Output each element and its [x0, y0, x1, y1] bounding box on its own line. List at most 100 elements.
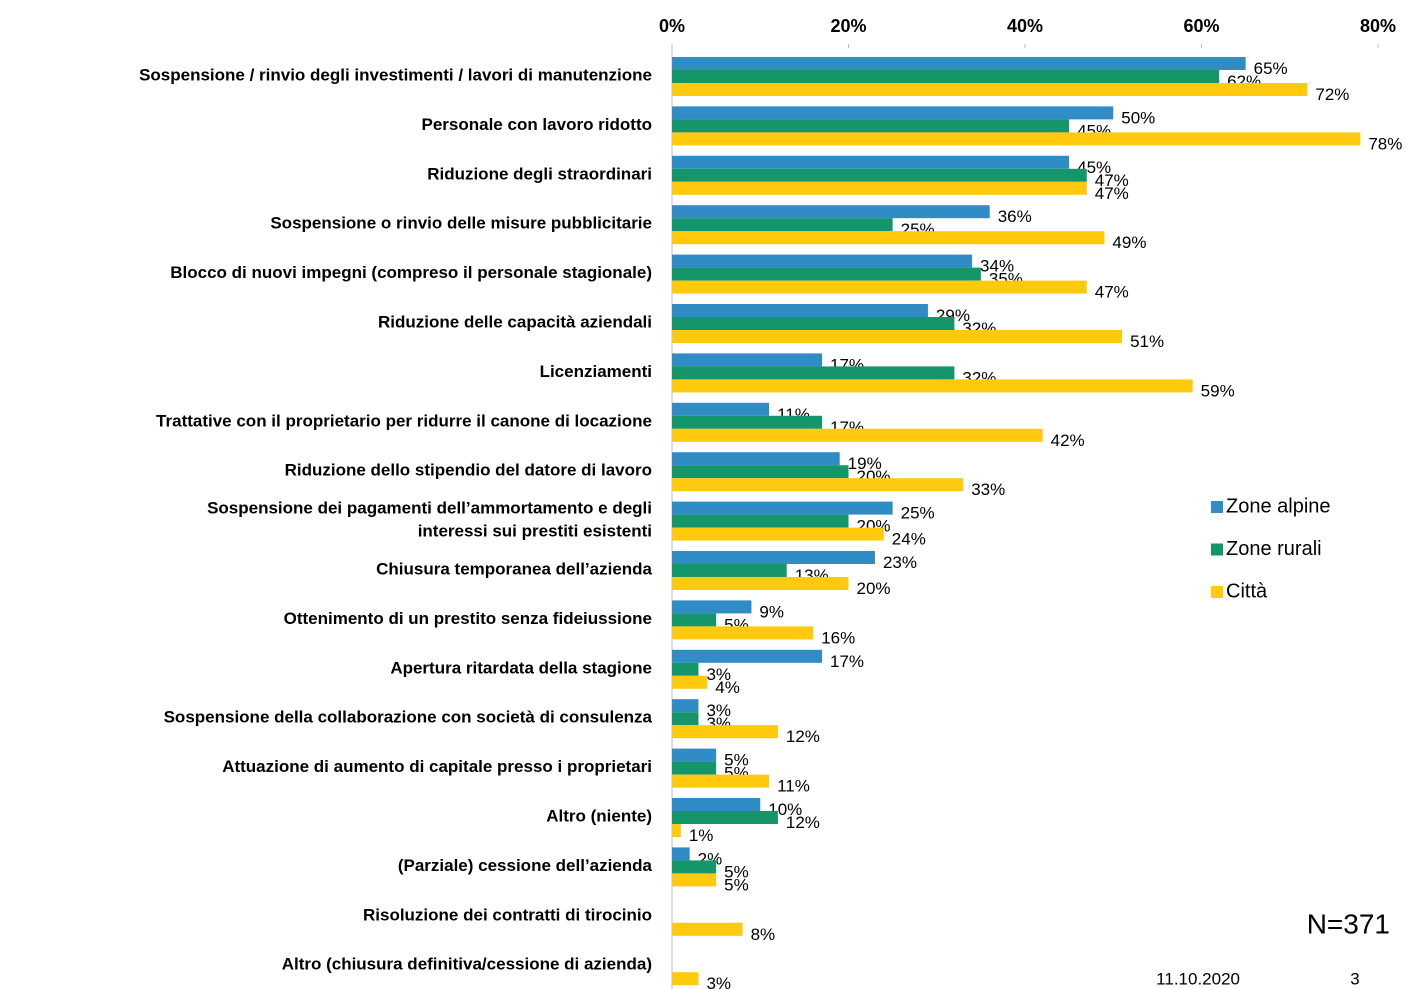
bar — [672, 132, 1361, 146]
bar — [672, 106, 1114, 120]
value-label: 8% — [751, 925, 776, 944]
bar — [672, 774, 770, 788]
value-label: 23% — [883, 553, 917, 572]
legend-swatch — [1211, 586, 1223, 598]
x-tick-label: 40% — [1007, 16, 1043, 36]
category-label: Apertura ritardata della stagione — [390, 659, 652, 678]
value-label: 25% — [901, 504, 935, 523]
date: 11.10.2020 — [1156, 969, 1240, 988]
bar — [672, 699, 699, 713]
category-label: Riduzione dello stipendio del datore di … — [285, 461, 652, 480]
value-label: 47% — [1095, 283, 1129, 302]
value-label: 4% — [715, 678, 740, 697]
value-label: 72% — [1315, 85, 1349, 104]
x-tick-label: 20% — [830, 16, 866, 36]
bar — [672, 712, 699, 726]
bar — [672, 330, 1123, 343]
bar — [672, 181, 1087, 195]
category-label: Riduzione delle capacità aziendali — [378, 313, 652, 332]
category-label: Sospensione dei pagamenti dell’ammortame… — [207, 499, 652, 541]
legend-label: Città — [1226, 580, 1268, 602]
bar — [672, 428, 1043, 442]
bar — [672, 465, 849, 479]
bar — [672, 649, 823, 663]
bar — [672, 847, 690, 861]
bar — [672, 725, 778, 739]
value-label: 9% — [759, 602, 784, 621]
bar — [672, 415, 823, 429]
bar — [672, 317, 955, 330]
category-label: Sospensione o rinvio delle misure pubbli… — [270, 214, 652, 233]
value-label: 51% — [1130, 332, 1164, 351]
value-label: 19% — [848, 454, 882, 473]
category-label: Ottenimento di un prestito senza fideius… — [284, 609, 652, 628]
bar — [672, 600, 752, 614]
bar — [672, 218, 893, 232]
legend-label: Zone alpine — [1226, 495, 1331, 517]
bar — [672, 873, 717, 887]
bar — [672, 613, 717, 627]
value-label: 49% — [1112, 233, 1146, 252]
bar — [672, 119, 1070, 133]
value-label: 3% — [706, 701, 731, 720]
category-label: Sospensione della collaborazione con soc… — [164, 708, 653, 727]
bar — [672, 972, 699, 986]
bar — [672, 626, 814, 640]
x-tick-label: 60% — [1183, 16, 1219, 36]
value-label: 20% — [857, 579, 891, 598]
category-label: Chiusura temporanea dell’azienda — [376, 560, 652, 579]
category-label: Personale con lavoro ridotto — [422, 115, 653, 134]
bar — [672, 267, 981, 281]
value-label: 34% — [980, 257, 1014, 276]
category-label: Blocco di nuovi impegni (compreso il per… — [170, 264, 652, 283]
bar — [672, 748, 717, 762]
bar — [672, 922, 743, 936]
bar — [672, 811, 778, 824]
bar — [672, 402, 770, 416]
bar — [672, 353, 823, 367]
bar — [672, 304, 928, 317]
value-label: 78% — [1368, 134, 1402, 153]
value-label: 12% — [786, 813, 820, 832]
category-label: Risoluzione dei contratti di tirocinio — [363, 906, 652, 925]
value-label: 47% — [1095, 184, 1129, 203]
page-number: 3 — [1350, 969, 1359, 988]
bar — [672, 366, 955, 380]
category-label: Trattative con il proprietario per ridur… — [156, 412, 652, 431]
bar — [672, 577, 849, 590]
bar — [672, 551, 875, 564]
bar — [672, 155, 1070, 169]
legend-swatch — [1211, 543, 1223, 556]
bar — [672, 280, 1087, 294]
category-label: Altro (chiusura definitiva/cessione di a… — [282, 955, 652, 974]
category-label: Altro (niente) — [546, 807, 652, 826]
legend-label: Zone rurali — [1226, 538, 1322, 560]
sample-size: N=371 — [1307, 908, 1390, 939]
value-label: 24% — [892, 530, 926, 549]
value-label: 3% — [706, 665, 731, 684]
category-label: Licenziamenti — [540, 362, 652, 381]
bar — [672, 231, 1105, 245]
bar — [672, 798, 761, 811]
value-label: 3% — [706, 974, 731, 989]
value-label: 33% — [971, 480, 1005, 499]
category-label: (Parziale) cessione dell’azienda — [398, 856, 653, 875]
value-label: 50% — [1121, 108, 1155, 127]
bar — [672, 57, 1246, 70]
x-tick-label: 0% — [659, 16, 685, 36]
category-label: Riduzione degli straordinari — [427, 165, 652, 184]
x-tick-label: 80% — [1360, 16, 1396, 36]
value-label: 5% — [724, 751, 749, 770]
value-label: 47% — [1095, 171, 1129, 190]
bar — [672, 478, 964, 492]
value-label: 1% — [689, 826, 714, 845]
bar — [672, 527, 884, 541]
value-label: 42% — [1051, 431, 1085, 450]
value-label: 11% — [777, 777, 810, 796]
bar — [672, 205, 990, 219]
bar — [672, 254, 973, 268]
bar — [672, 564, 787, 577]
category-label: Sospensione / rinvio degli investimenti … — [139, 66, 652, 85]
value-label: 65% — [1254, 59, 1288, 78]
bar — [672, 860, 717, 874]
